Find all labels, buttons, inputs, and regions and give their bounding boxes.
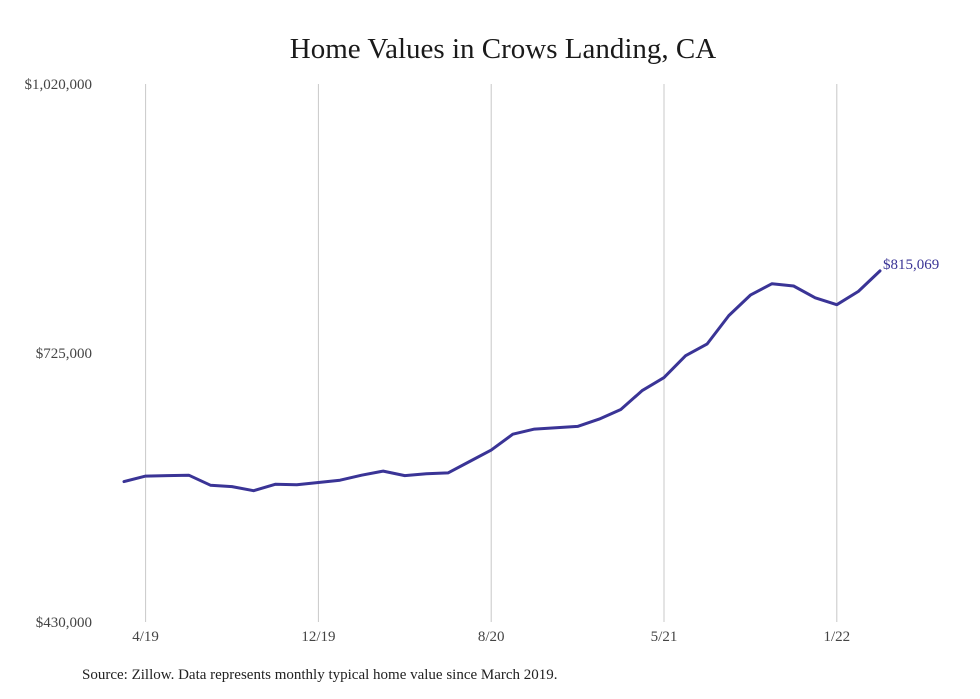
data-point: [749, 293, 752, 297]
y-tick-label: $430,000: [36, 615, 92, 631]
data-point: [425, 472, 428, 476]
grid-lines: [145, 84, 838, 622]
y-tick-label: $725,000: [36, 346, 92, 362]
data-point: [814, 296, 817, 300]
data-point: [338, 479, 342, 482]
data-point: [403, 474, 406, 477]
data-point: [641, 389, 644, 392]
y-tick-label: $1,020,000: [25, 77, 93, 93]
data-point: [382, 469, 385, 473]
x-tick-label: 12/19: [301, 629, 335, 645]
x-tick-label: 1/22: [823, 629, 850, 645]
data-point: [166, 474, 169, 477]
x-tick-label: 4/19: [132, 629, 159, 645]
data-point: [684, 354, 687, 357]
data-point: [360, 473, 363, 477]
data-point: [857, 290, 860, 293]
data-point: [144, 474, 147, 478]
data-point: [209, 484, 212, 487]
data-point: [446, 471, 450, 475]
x-tick-label: 5/21: [651, 629, 678, 645]
series-line: [122, 269, 882, 493]
data-point: [274, 483, 277, 486]
annotation-group: $815,069: [883, 257, 939, 273]
x-tick-label: 8/20: [478, 629, 505, 645]
data-point: [662, 376, 666, 379]
data-point: [511, 432, 514, 436]
data-point: [706, 342, 709, 346]
x-axis-tick-labels: 4/19 12/19 8/20 5/21 1/22: [132, 629, 850, 645]
data-point: [252, 489, 255, 492]
data-point: [792, 284, 795, 288]
chart-title: Home Values in Crows Landing, CA: [290, 33, 716, 65]
data-point: [533, 427, 536, 431]
data-point: [187, 473, 190, 477]
data-point: [554, 426, 558, 429]
last-value-label: $815,069: [883, 257, 939, 273]
data-point: [619, 408, 622, 411]
data-point: [598, 417, 601, 421]
data-point: [468, 460, 471, 463]
data-point: [122, 480, 126, 483]
data-point: [490, 448, 493, 452]
source-note: Source: Zillow. Data represents monthly …: [82, 667, 558, 683]
series-group: [122, 269, 882, 493]
y-axis-tick-labels: $430,000 $725,000 $1,020,000: [25, 77, 93, 631]
data-point: [576, 425, 579, 428]
data-point: [230, 485, 234, 488]
data-point: [770, 282, 774, 285]
data-point: [878, 269, 882, 273]
data-point: [295, 483, 298, 486]
data-point: [727, 314, 730, 317]
data-point: [835, 303, 838, 306]
data-point: [317, 481, 320, 484]
